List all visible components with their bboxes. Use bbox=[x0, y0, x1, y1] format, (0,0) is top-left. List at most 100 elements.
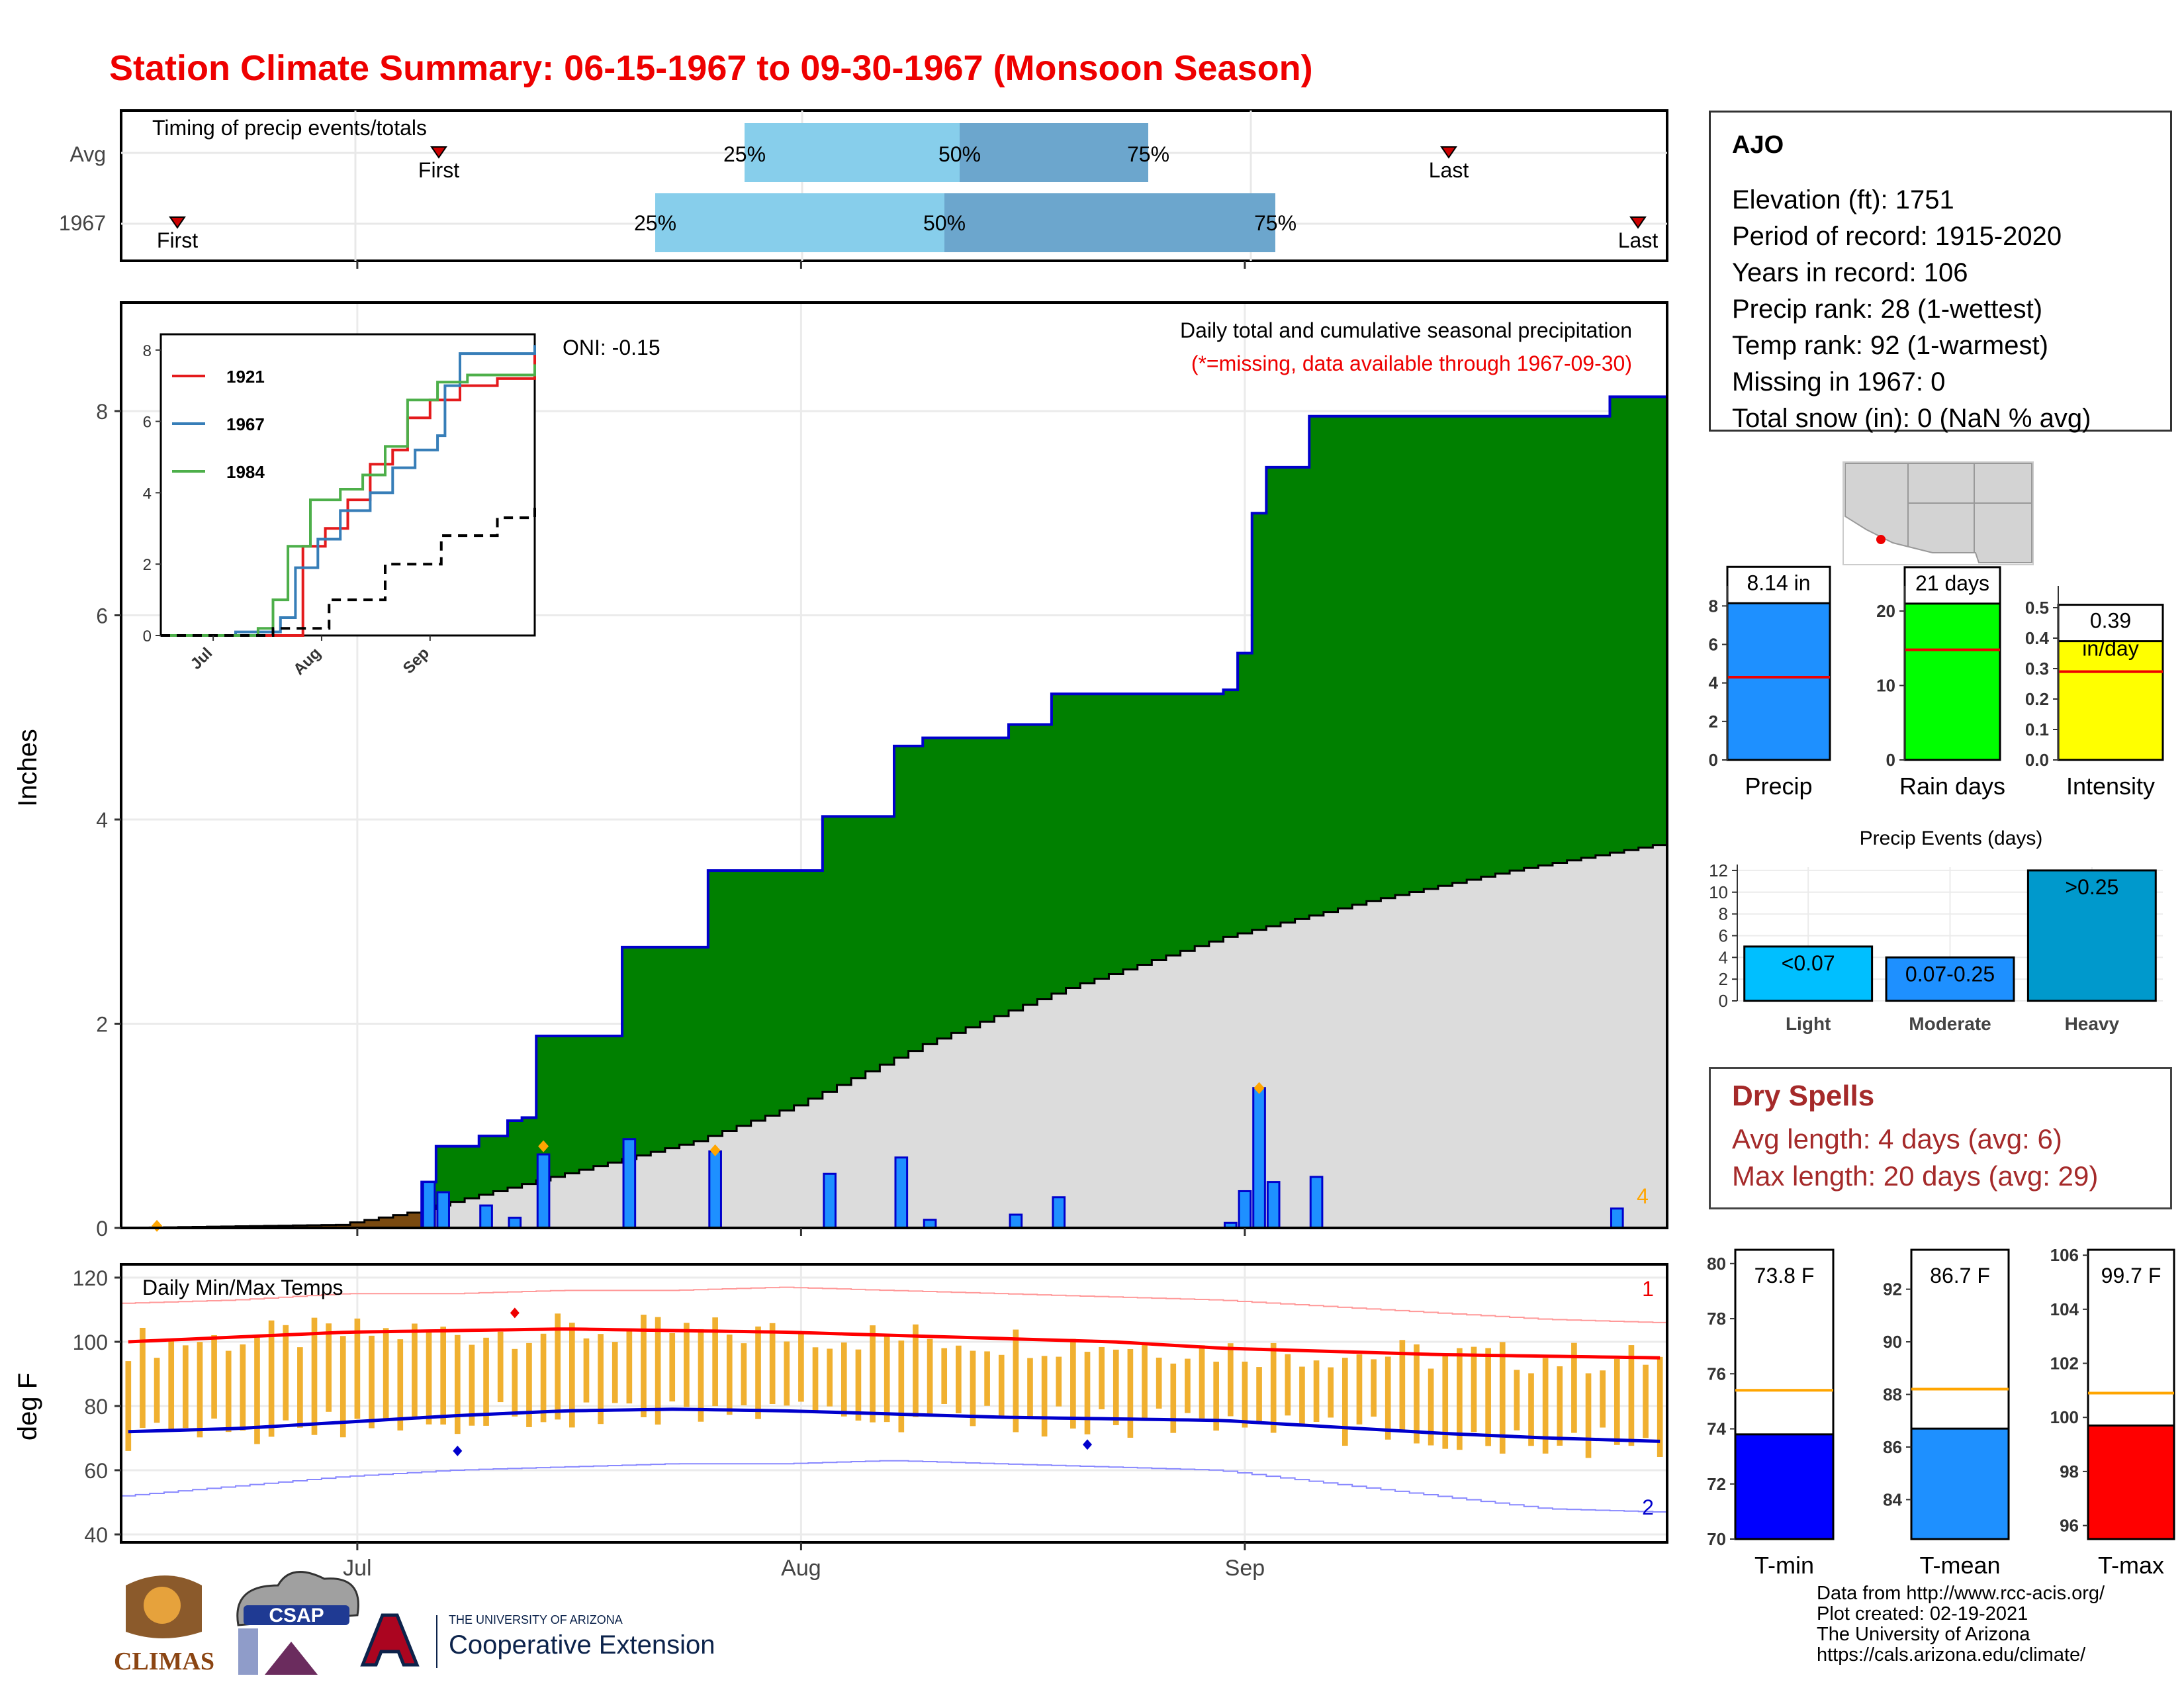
daily-precip-bar bbox=[536, 1153, 551, 1229]
inset-legend-label-1984: 1984 bbox=[226, 462, 265, 482]
daily-temp-bar bbox=[540, 1333, 547, 1423]
daily-temp-bar bbox=[283, 1325, 289, 1421]
events-tick-label: 2 bbox=[1719, 969, 1728, 989]
temp-summary-tick-label: 100 bbox=[2050, 1407, 2079, 1427]
daily-temp-bar bbox=[583, 1338, 590, 1403]
daily-temp-bar bbox=[1442, 1355, 1449, 1449]
daily-temp-bar bbox=[1013, 1329, 1019, 1432]
temp-summary-tick-label: 106 bbox=[2050, 1245, 2079, 1265]
daily-temp-bar bbox=[154, 1358, 160, 1423]
temp-summary-tick-label: 92 bbox=[1883, 1280, 1902, 1299]
daily-temp-bar bbox=[941, 1348, 948, 1404]
daily-precip-bar bbox=[1610, 1207, 1624, 1229]
daily-temp-bar bbox=[1328, 1367, 1334, 1418]
daily-temp-bar bbox=[769, 1323, 776, 1405]
temp-ytick-label: 60 bbox=[84, 1459, 108, 1483]
avg-q25-label: 25% bbox=[723, 142, 766, 166]
record-low-line bbox=[121, 1460, 1667, 1513]
average-precip-area bbox=[121, 845, 1667, 1228]
events-bar-Heavy bbox=[2026, 869, 2157, 1002]
station-name: AJO bbox=[1732, 131, 1784, 159]
station-info-box: AJO Elevation (ft): 1751 Period of recor… bbox=[1709, 111, 2172, 433]
daily-temp-bar bbox=[1371, 1359, 1377, 1417]
inset-ytick-label: 6 bbox=[143, 414, 152, 432]
daily-temp-bar bbox=[125, 1361, 132, 1451]
daily-temp-bar bbox=[755, 1326, 761, 1419]
daily-temp-bar bbox=[984, 1351, 990, 1406]
temp-ylabel: deg F bbox=[13, 1373, 42, 1440]
average-precip-line bbox=[121, 844, 1667, 1229]
events-tick-label: 12 bbox=[1709, 861, 1728, 880]
temp-xtick-label: Jul bbox=[343, 1556, 371, 1581]
daily-temp-bar bbox=[798, 1333, 804, 1402]
temp-ytick-label: 40 bbox=[84, 1523, 108, 1547]
inset-ytick-label: 8 bbox=[143, 342, 152, 360]
temp-summary-tick-label: 74 bbox=[1707, 1419, 1726, 1439]
events-title: Precip Events (days) bbox=[1860, 827, 2043, 849]
temp-summary-tick-label: 104 bbox=[2050, 1299, 2079, 1319]
temp-summary-tick-label: 80 bbox=[1707, 1254, 1726, 1274]
daily-temp-bar bbox=[1557, 1366, 1563, 1446]
daily-temp-bar bbox=[998, 1354, 1005, 1419]
y1967-first-label: First bbox=[157, 228, 198, 252]
temp-summary-tick-label: 90 bbox=[1883, 1332, 1902, 1352]
daily-temp-bar bbox=[684, 1323, 690, 1407]
events-bar-Moderate bbox=[1885, 956, 2015, 1002]
temp-summary-tick-label: 102 bbox=[2050, 1354, 2079, 1374]
daily-temp-bar bbox=[1099, 1346, 1105, 1409]
daily-temp-bar bbox=[197, 1342, 203, 1438]
daily-precip-bar bbox=[1238, 1190, 1252, 1229]
daily-temp-bar bbox=[1170, 1363, 1177, 1433]
daily-temp-bar bbox=[598, 1334, 604, 1425]
temp-summary-name-T-min: T-min bbox=[1754, 1552, 1814, 1579]
daily-precip-bar bbox=[1252, 1087, 1266, 1229]
station-missing: Missing in 1967: 0 bbox=[1732, 367, 1946, 397]
daily-temp-bar bbox=[454, 1335, 461, 1434]
daily-temp-bar bbox=[1457, 1348, 1463, 1450]
avg-tmin-line bbox=[128, 1407, 1661, 1443]
main-ytick-label: 4 bbox=[96, 808, 108, 832]
daily-temp-bar bbox=[1485, 1348, 1491, 1446]
daily-temp-bar bbox=[383, 1328, 389, 1420]
daily-temp-bar bbox=[526, 1342, 532, 1427]
summary-tick-label: 0.4 bbox=[2025, 628, 2050, 648]
temp-summary-tick-label: 88 bbox=[1883, 1385, 1902, 1405]
daily-temp-bar bbox=[1643, 1364, 1649, 1438]
daily-precip-bar bbox=[436, 1191, 450, 1229]
daily-precip-bar bbox=[422, 1181, 436, 1229]
daily-temp-bar bbox=[855, 1349, 862, 1421]
daily-temp-bar bbox=[1113, 1349, 1119, 1425]
main-ytick-label: 0 bbox=[96, 1217, 108, 1241]
daily-temp-bar bbox=[1142, 1344, 1148, 1419]
events-tick-label: 6 bbox=[1719, 925, 1728, 945]
main-annotation-title: Daily total and cumulative seasonal prec… bbox=[1180, 318, 1632, 342]
daily-temp-bar bbox=[712, 1317, 718, 1407]
record-precip-marker bbox=[709, 1144, 721, 1156]
record-high-count: 1 bbox=[1642, 1277, 1654, 1301]
daily-temp-bar bbox=[426, 1331, 432, 1425]
daily-temp-bar bbox=[726, 1335, 733, 1415]
temp-xtick-label: Sep bbox=[1225, 1556, 1265, 1581]
inset-legend-label-1967: 1967 bbox=[226, 414, 265, 434]
temp-xtick-label: Aug bbox=[781, 1556, 821, 1581]
daily-temp-bar bbox=[254, 1336, 260, 1444]
inset-series-1967 bbox=[161, 345, 536, 637]
daily-temp-bar bbox=[626, 1329, 633, 1404]
daily-temp-bar bbox=[1242, 1361, 1248, 1428]
y1967-last-label: Last bbox=[1618, 228, 1659, 252]
main-precip-panel: 0 2 4 6 8 Inches Daily total and cumulative … bbox=[13, 261, 1668, 1241]
avg-q25-q50-bar bbox=[745, 123, 960, 182]
record-high-line bbox=[121, 1286, 1667, 1323]
station-map bbox=[1843, 461, 2034, 565]
daily-precip-bar bbox=[508, 1217, 522, 1229]
avg-last-marker bbox=[1440, 146, 1457, 159]
daily-temp-bar bbox=[1471, 1346, 1477, 1432]
daily-temp-bar bbox=[1270, 1342, 1277, 1433]
y1967-q50-q75-bar bbox=[944, 193, 1275, 252]
daily-temp-bar bbox=[641, 1315, 647, 1418]
summary-bar-Intensity bbox=[2057, 640, 2164, 761]
daily-temp-bar bbox=[412, 1323, 418, 1420]
avg-q50-label: 50% bbox=[938, 142, 981, 166]
temp-ytick-label: 120 bbox=[73, 1266, 108, 1290]
events-tick-label: 4 bbox=[1719, 947, 1728, 967]
